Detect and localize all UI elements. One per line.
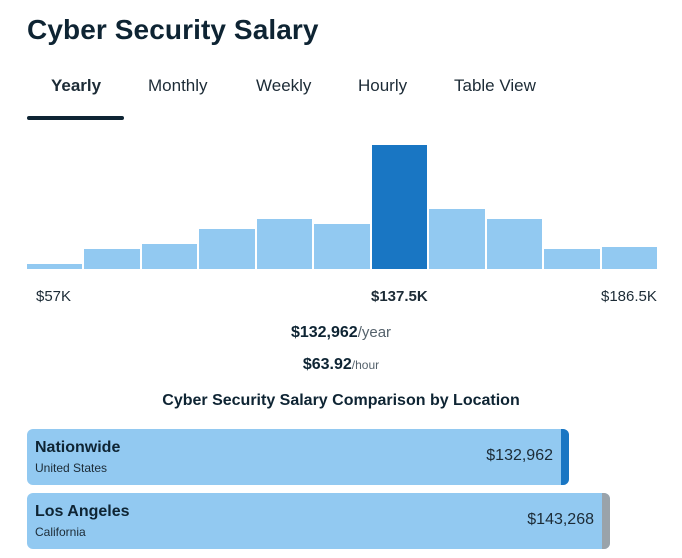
pay-period-tabs: Yearly Monthly Weekly Hourly Table View xyxy=(27,74,647,122)
tick-label-max: $186.5K xyxy=(601,288,657,305)
histogram-bar xyxy=(199,229,255,269)
tab-table-view[interactable]: Table View xyxy=(454,76,536,95)
histogram-bar xyxy=(314,224,370,269)
tick-label-min: $57K xyxy=(36,288,72,305)
histogram-bar xyxy=(84,249,140,269)
histogram-bar xyxy=(429,209,485,269)
yearly-amount: $132,962 xyxy=(290,324,358,341)
location-region: United States xyxy=(35,461,108,475)
tab-yearly[interactable]: Yearly xyxy=(51,76,102,95)
yearly-salary-summary: $132,962/year xyxy=(0,324,682,342)
location-bar-edge xyxy=(561,429,569,485)
location-region: California xyxy=(35,525,86,539)
hourly-salary-summary: $63.92/hour xyxy=(0,356,682,374)
histogram-bar xyxy=(601,246,657,269)
histogram-bar xyxy=(141,244,198,269)
location-name: Nationwide xyxy=(35,439,121,456)
tab-hourly[interactable]: Hourly xyxy=(358,76,408,95)
tick-label-median: $137.5K xyxy=(371,288,428,305)
comparison-heading: Cyber Security Salary Comparison by Loca… xyxy=(162,392,520,409)
histogram-bar xyxy=(486,219,543,269)
tab-monthly[interactable]: Monthly xyxy=(148,76,208,95)
location-salary: $143,268 xyxy=(527,511,594,528)
histogram-bar-highlighted xyxy=(371,145,428,269)
location-bar-edge xyxy=(602,493,610,549)
histogram-bar xyxy=(544,249,600,269)
tab-weekly[interactable]: Weekly xyxy=(256,76,312,95)
hourly-amount: $63.92 xyxy=(302,356,352,373)
histogram-bar xyxy=(256,219,313,269)
location-bar-nationwide[interactable]: Nationwide United States $132,962 xyxy=(27,429,569,485)
active-tab-indicator xyxy=(27,116,124,120)
location-bar-los-angeles[interactable]: Los Angeles California $143,268 xyxy=(27,493,610,549)
histogram-bar xyxy=(27,264,83,269)
yearly-unit: /year xyxy=(357,324,392,341)
location-name: Los Angeles xyxy=(35,503,130,520)
page-title: Cyber Security Salary xyxy=(27,14,319,45)
location-salary: $132,962 xyxy=(486,447,553,464)
hourly-unit: /hour xyxy=(351,358,380,372)
